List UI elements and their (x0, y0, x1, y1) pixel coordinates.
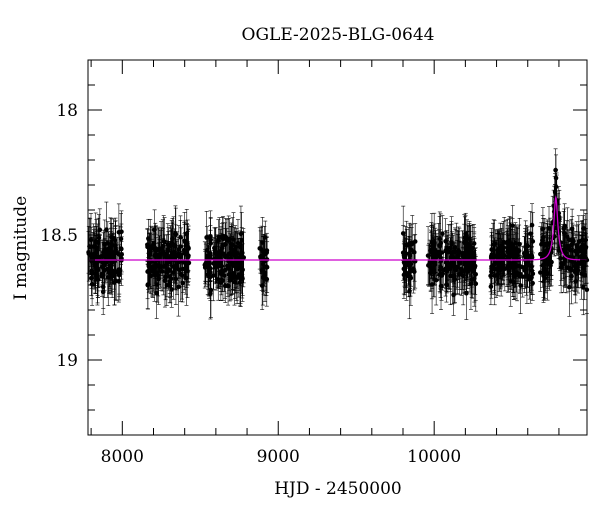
data-point (178, 219, 183, 274)
data-point (401, 243, 407, 295)
y-tick-label: 18 (56, 101, 78, 121)
data-point (569, 248, 574, 305)
data-point (182, 220, 188, 263)
data-point (104, 201, 109, 258)
data-point (580, 215, 586, 275)
x-tick-label: 8000 (101, 447, 144, 467)
model-curve (88, 195, 587, 261)
data-point (526, 238, 532, 293)
data-point (520, 245, 526, 289)
data-point (148, 258, 154, 294)
data-point (581, 249, 586, 287)
data-point (567, 249, 573, 288)
data-point (506, 225, 511, 265)
data-point (226, 231, 232, 277)
data-point (113, 226, 118, 279)
data-point (447, 224, 453, 271)
data-point (116, 203, 122, 261)
data-point (575, 247, 581, 294)
data-point (185, 241, 191, 286)
data-point (118, 213, 124, 265)
x-tick-label: 9000 (257, 447, 300, 467)
data-point (412, 253, 417, 291)
data-point (492, 219, 497, 268)
data-point (429, 225, 434, 276)
data-point (111, 218, 116, 258)
data-point (232, 246, 237, 306)
data-points (86, 148, 590, 320)
data-point (501, 234, 507, 276)
data-point (448, 237, 453, 278)
data-point (160, 251, 165, 292)
data-point (460, 246, 466, 306)
data-point (164, 243, 170, 282)
data-point (261, 258, 266, 295)
data-point (239, 242, 244, 294)
data-point (407, 222, 412, 264)
data-point (95, 242, 101, 298)
data-point (564, 220, 570, 277)
data-point (452, 242, 458, 296)
plot-frame (87, 59, 588, 436)
data-point (572, 237, 578, 295)
chart-title: OGLE-2025-BLG-0644 (242, 25, 435, 45)
data-point (156, 239, 162, 274)
data-point (511, 234, 516, 293)
data-point (438, 241, 443, 298)
data-point (553, 148, 558, 192)
data-point (456, 230, 461, 281)
x-tick-label: 10000 (407, 447, 461, 467)
data-point (494, 232, 500, 282)
y-tick-label: 19 (56, 351, 78, 371)
data-point (516, 224, 522, 278)
data-point (152, 222, 158, 274)
data-point (464, 219, 470, 279)
data-point (470, 244, 475, 299)
data-point (403, 237, 408, 293)
data-point (146, 218, 151, 259)
data-point (86, 231, 91, 274)
data-point (501, 245, 506, 285)
data-point (202, 250, 208, 285)
y-axis-label: I magnitude (11, 196, 31, 300)
data-point (529, 250, 535, 291)
plot-area (86, 59, 590, 436)
data-point (230, 217, 235, 272)
data-point (471, 231, 477, 282)
data-point (427, 239, 433, 286)
y-axis-tick-labels: 18 18.5 19 (40, 101, 78, 371)
data-point (215, 258, 221, 301)
data-point (100, 268, 106, 315)
data-point (540, 218, 546, 256)
data-point (489, 234, 495, 275)
data-point (462, 216, 468, 259)
x-axis-label: HJD - 2450000 (274, 479, 402, 499)
data-point (443, 218, 448, 265)
data-point (497, 249, 503, 292)
data-point (497, 228, 502, 275)
data-point (207, 246, 212, 282)
data-point (522, 236, 528, 276)
data-point (440, 257, 446, 291)
y-tick-label: 18.5 (40, 226, 78, 246)
data-point (561, 211, 566, 247)
data-point (544, 236, 550, 283)
data-point (174, 239, 180, 295)
data-point (460, 247, 466, 294)
axis-ticks (88, 59, 587, 436)
data-point (407, 239, 413, 289)
x-axis-tick-labels: 8000 9000 10000 (101, 447, 462, 467)
data-point (145, 244, 150, 300)
data-point (220, 216, 226, 256)
data-point (184, 209, 190, 259)
data-point (203, 243, 209, 283)
data-point (93, 243, 98, 286)
data-point (215, 236, 220, 269)
data-point (493, 240, 499, 298)
data-point (105, 235, 111, 271)
data-point (514, 233, 519, 279)
